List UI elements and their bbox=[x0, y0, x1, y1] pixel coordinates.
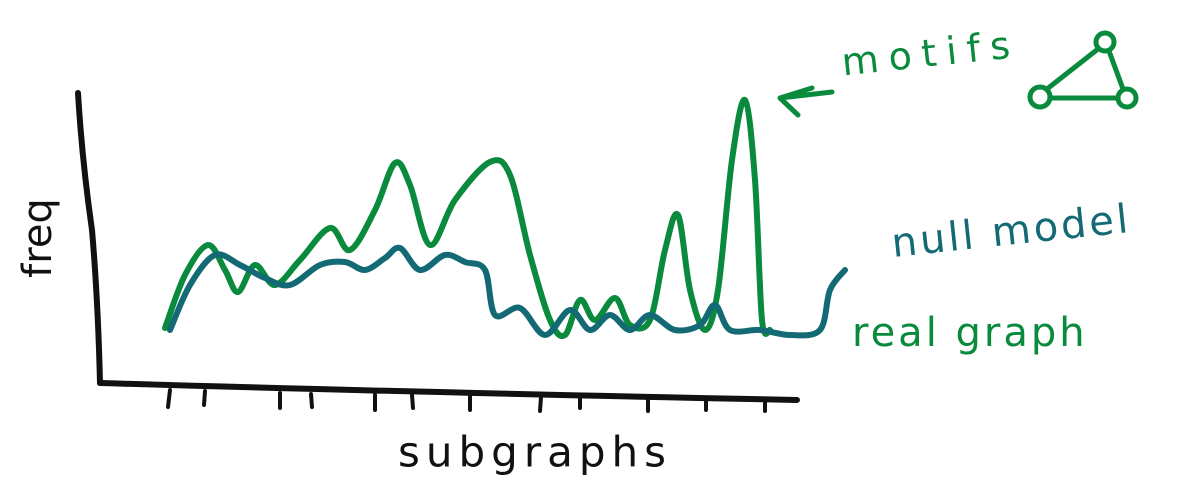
y-axis-label: freq bbox=[15, 198, 61, 278]
series-line bbox=[170, 248, 845, 336]
series-label: real graph bbox=[852, 310, 1088, 356]
x-axis-label: subgraphs bbox=[398, 428, 672, 477]
y-axis bbox=[78, 93, 100, 383]
chart: freq subgraphs motifs real graph null mod… bbox=[0, 0, 1196, 492]
series-line bbox=[165, 100, 770, 336]
triangle-icon bbox=[1030, 33, 1136, 107]
annotation-arrow bbox=[780, 88, 832, 115]
series-label: null model bbox=[889, 196, 1133, 267]
annotation: motifs bbox=[839, 22, 1022, 84]
